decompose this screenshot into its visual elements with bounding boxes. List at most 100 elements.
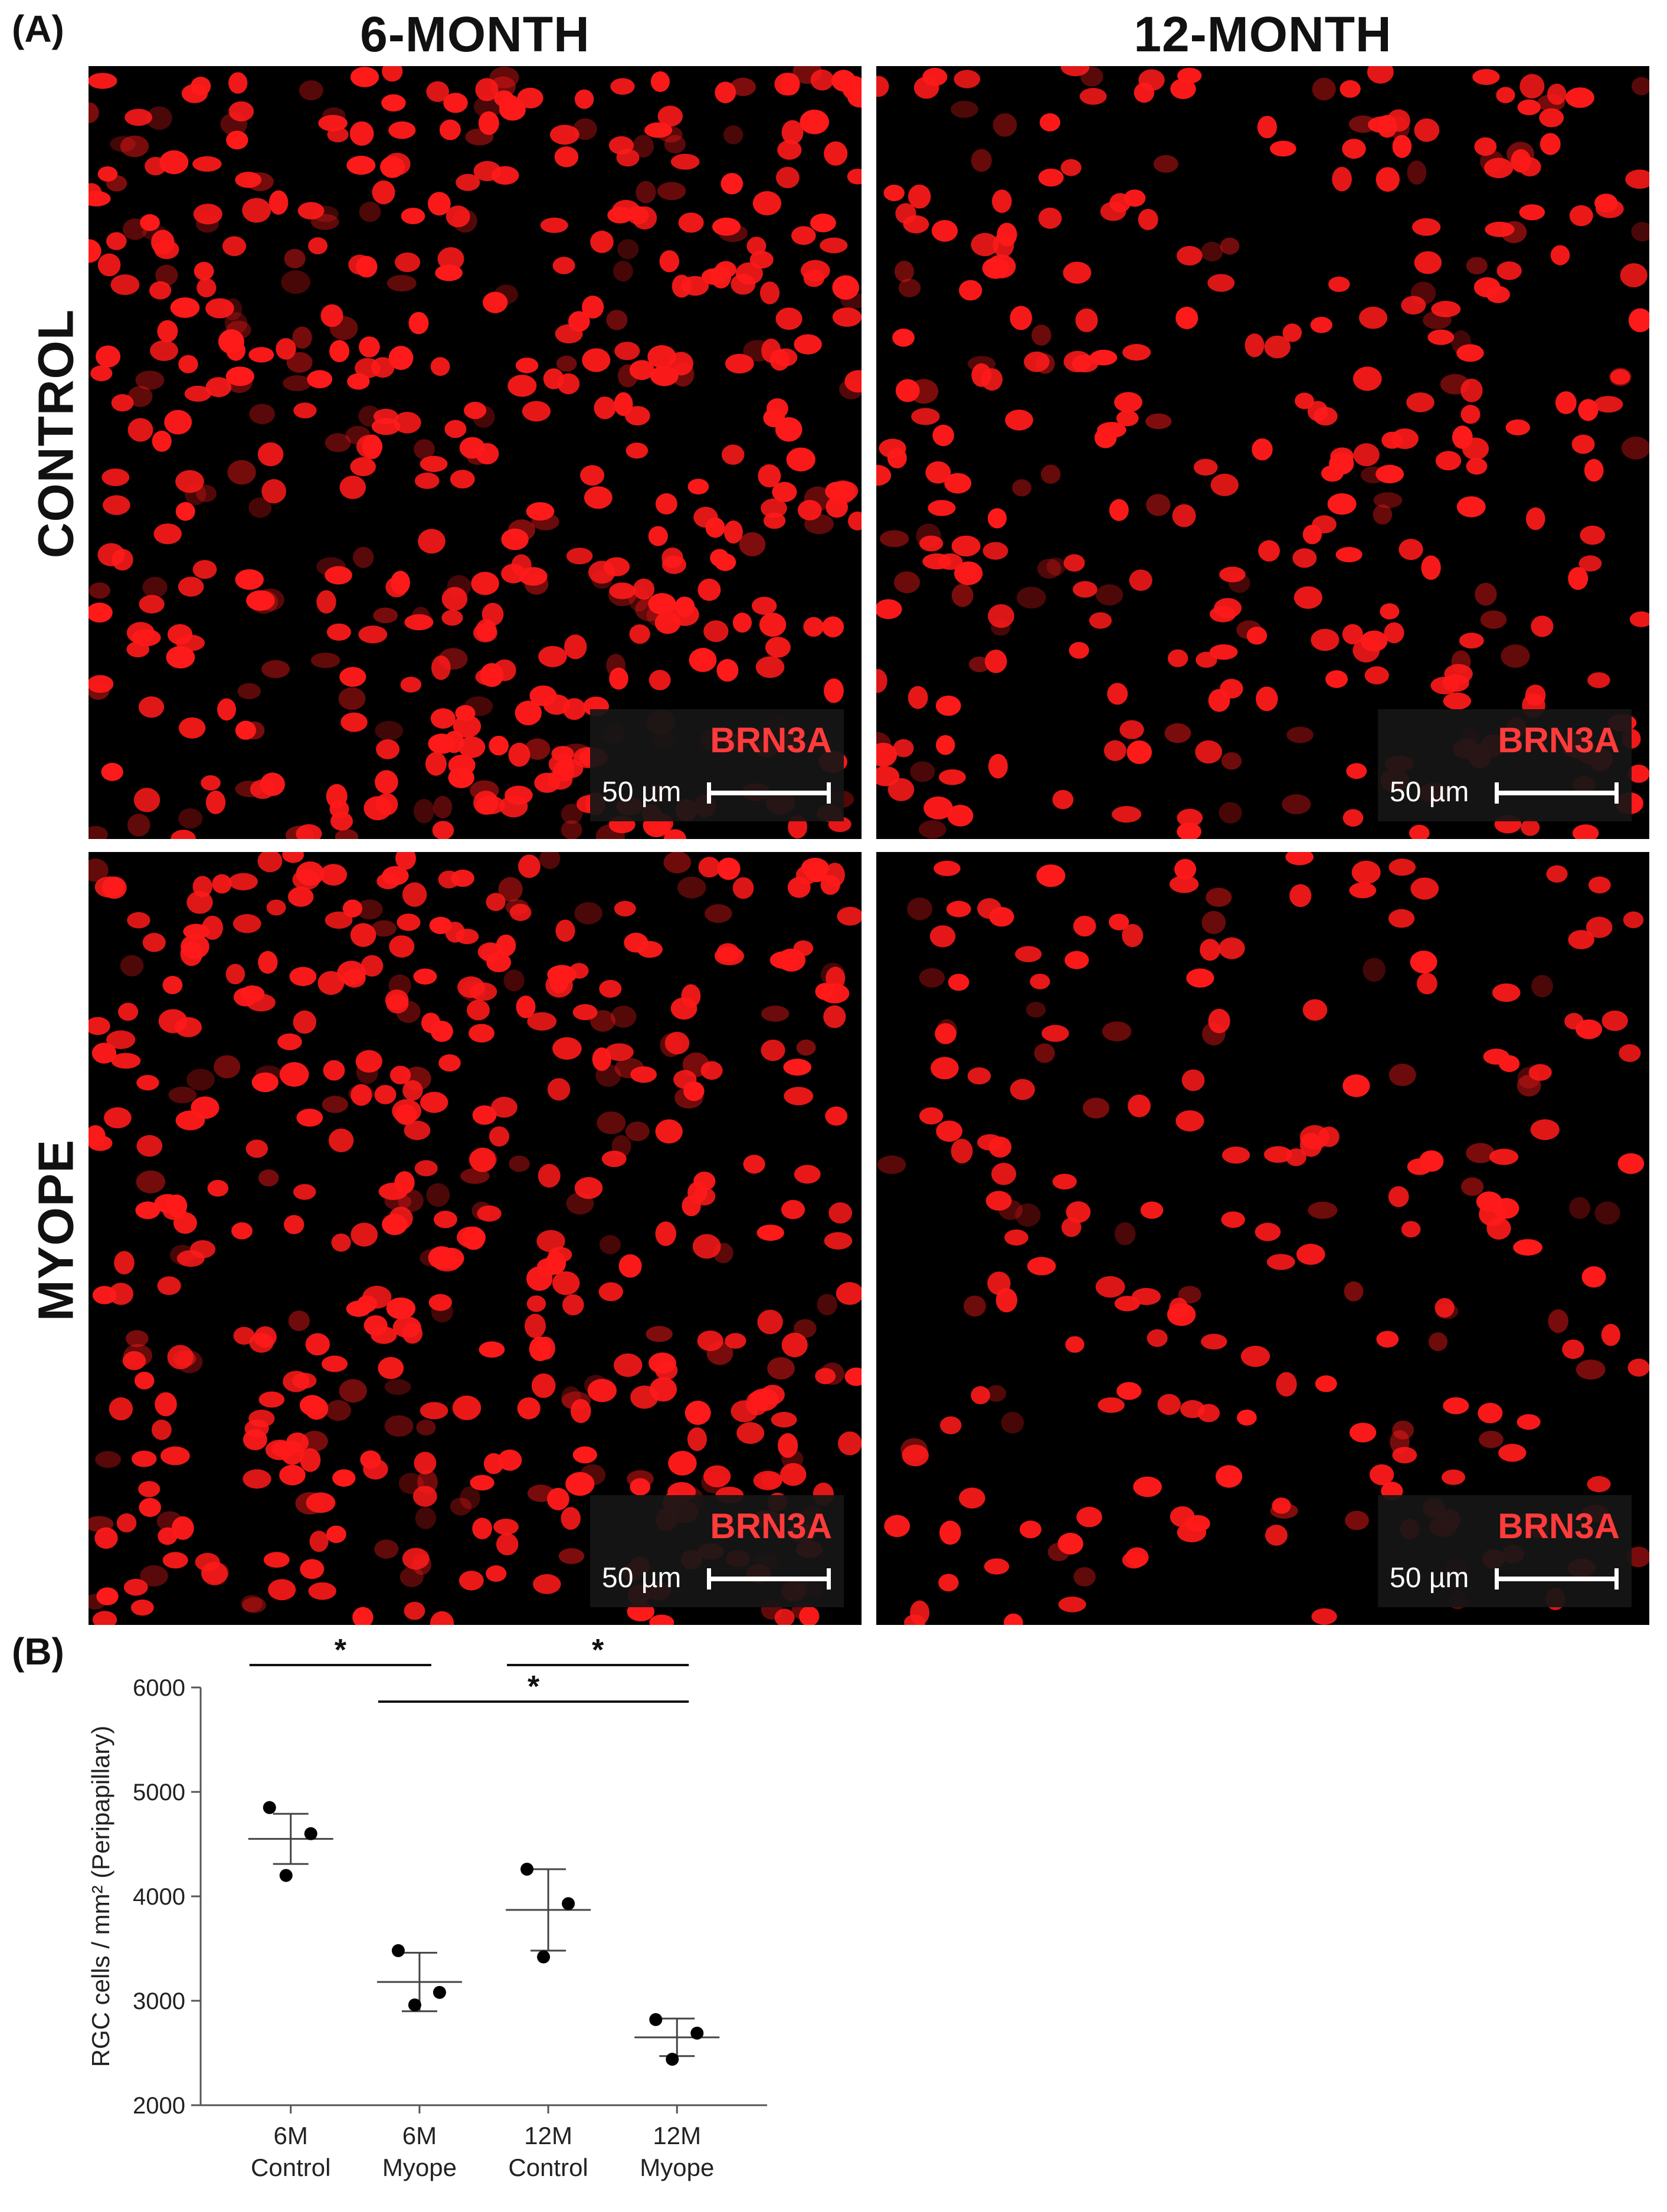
rgc-nucleus — [876, 599, 902, 620]
rgc-nucleus — [958, 1487, 985, 1509]
rgc-nucleus — [1352, 638, 1380, 663]
rgc-nucleus — [447, 575, 471, 598]
rgc-nucleus — [437, 247, 464, 271]
rgc-nucleus — [792, 66, 822, 84]
rgc-nucleus — [89, 602, 113, 623]
rgc-nucleus — [1282, 794, 1311, 815]
rgc-nucleus — [1069, 642, 1089, 659]
rgc-nucleus — [345, 425, 371, 445]
rgc-nucleus — [608, 136, 634, 155]
rgc-nucleus — [196, 484, 217, 503]
y-tick-label: 5000 — [133, 1780, 185, 1805]
rgc-nucleus — [470, 982, 497, 1001]
rgc-nucleus — [414, 799, 434, 824]
rgc-nucleus — [357, 1295, 377, 1313]
rgc-nucleus — [1531, 975, 1553, 998]
nuclei-layer — [89, 852, 862, 1625]
rgc-nucleus — [1460, 378, 1483, 402]
rgc-nucleus — [1122, 344, 1151, 361]
rgc-nucleus — [293, 1010, 316, 1034]
rgc-nucleus — [1576, 1359, 1606, 1380]
rgc-nucleus — [538, 1164, 561, 1188]
rgc-nucleus — [1517, 1074, 1541, 1097]
rgc-nucleus — [110, 136, 136, 152]
rgc-nucleus — [601, 1151, 627, 1167]
rgc-nucleus — [155, 264, 178, 286]
rgc-nucleus — [1594, 1201, 1620, 1225]
rgc-nucleus — [127, 386, 153, 407]
rgc-nucleus — [1414, 251, 1442, 274]
rgc-nucleus — [1072, 355, 1099, 373]
rgc-nucleus — [1401, 1221, 1421, 1238]
rgc-nucleus — [796, 1039, 816, 1056]
rgc-nucleus — [844, 1367, 862, 1386]
rgc-nucleus — [316, 590, 336, 614]
rgc-nucleus — [1388, 909, 1415, 928]
rgc-nucleus — [919, 535, 944, 552]
rgc-nucleus — [233, 1326, 255, 1345]
rgc-nucleus — [342, 899, 362, 917]
rgc-nucleus — [386, 1297, 416, 1319]
rgc-nucleus — [1208, 689, 1230, 712]
rgc-nucleus — [564, 634, 587, 660]
rgc-nucleus — [515, 700, 542, 726]
rgc-nucleus — [191, 77, 211, 96]
rgc-nucleus — [161, 1446, 190, 1466]
rgc-nucleus — [1197, 1404, 1220, 1423]
x-category-label: Myope — [640, 2154, 714, 2181]
rgc-nucleus — [325, 1400, 351, 1421]
rgc-nucleus — [609, 667, 628, 690]
rgc-nucleus — [997, 222, 1017, 247]
rgc-nucleus — [673, 1070, 697, 1089]
rgc-nucleus — [723, 125, 744, 145]
rgc-nucleus — [895, 203, 916, 224]
rgc-nucleus — [386, 994, 409, 1014]
rgc-nucleus — [466, 447, 489, 465]
rgc-nucleus — [472, 1518, 492, 1539]
rgc-nucleus — [908, 686, 928, 709]
rgc-nucleus — [988, 604, 1014, 628]
rgc-nucleus — [283, 1371, 310, 1392]
rgc-nucleus — [804, 514, 834, 535]
rgc-nucleus — [522, 401, 551, 422]
rgc-nucleus — [1505, 419, 1530, 435]
significance-asterisk: * — [335, 1633, 347, 1667]
rgc-nucleus — [1349, 1423, 1377, 1443]
micrograph-myope-6-month: BRN3A 50 µm — [89, 852, 862, 1625]
rgc-nucleus — [944, 473, 972, 494]
rgc-nucleus — [1466, 1143, 1495, 1164]
rgc-nucleus — [226, 320, 251, 339]
x-category-label: 12M — [524, 2122, 572, 2149]
rgc-nucleus — [217, 698, 236, 721]
rgc-nucleus — [636, 181, 656, 204]
rgc-nucleus — [475, 78, 499, 101]
rgc-nucleus — [322, 1096, 348, 1113]
rgc-nucleus — [1270, 140, 1296, 157]
scale-overlay: BRN3A 50 µm — [590, 1495, 844, 1607]
rgc-nucleus — [703, 620, 729, 643]
rgc-nucleus — [96, 1587, 119, 1605]
rgc-nucleus — [89, 858, 109, 882]
rgc-nucleus — [518, 854, 541, 878]
rgc-nucleus — [799, 1606, 820, 1625]
rgc-nucleus — [555, 919, 575, 942]
rgc-nucleus — [441, 586, 468, 611]
rgc-nucleus — [249, 1332, 274, 1353]
rgc-nucleus — [451, 869, 474, 887]
rgc-nucleus — [1587, 672, 1610, 689]
rgc-nucleus — [1501, 221, 1527, 244]
rgc-nucleus — [1628, 308, 1649, 333]
rgc-nucleus — [1195, 740, 1223, 764]
rgc-nucleus — [898, 278, 921, 297]
rgc-nucleus — [1584, 458, 1604, 482]
rgc-nucleus — [320, 864, 347, 886]
rgc-nucleus — [529, 1336, 552, 1361]
rgc-nucleus — [1519, 204, 1545, 221]
rgc-nucleus — [566, 548, 593, 565]
rgc-nucleus — [438, 1054, 461, 1072]
rgc-nucleus — [101, 468, 130, 486]
x-category-labels: 6M Control 6M Myope 12M Control 12M Myope — [251, 2105, 714, 2181]
rgc-nucleus — [1349, 882, 1377, 899]
rgc-nucleus — [476, 619, 497, 641]
scale-bar — [707, 1568, 831, 1590]
